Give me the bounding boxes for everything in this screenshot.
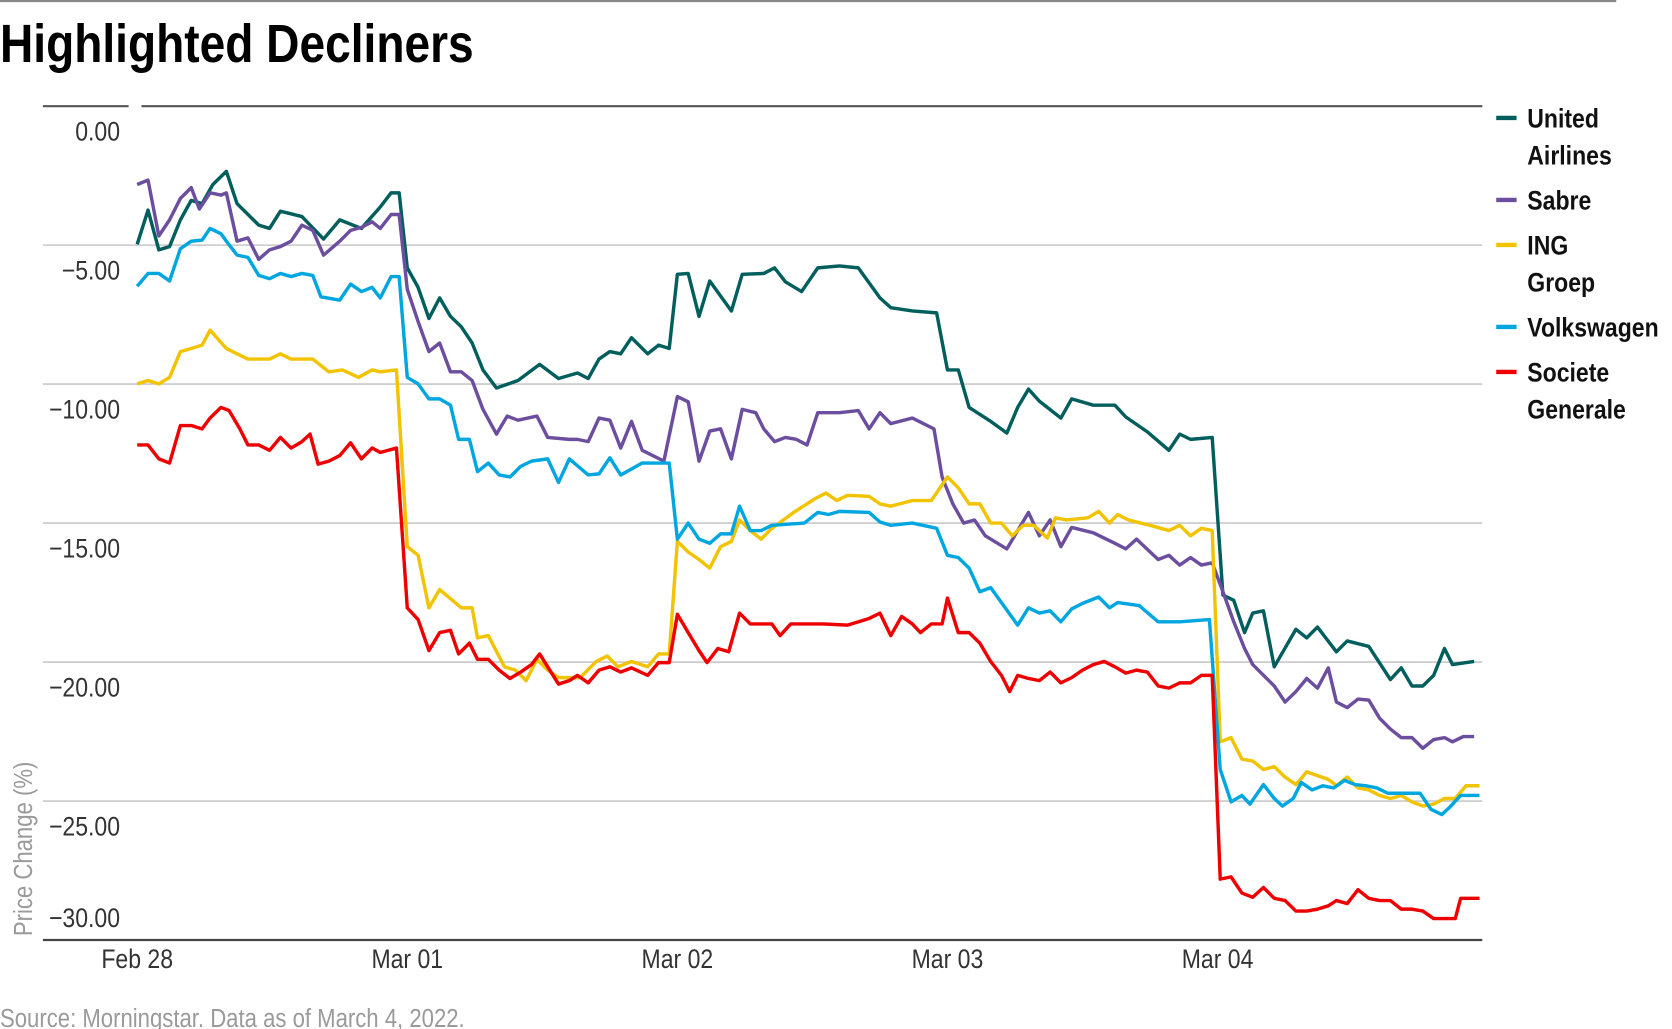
legend-label-ing-groep: Groep: [1527, 268, 1595, 298]
legend-label-united-airlines: United: [1527, 104, 1599, 134]
chart-title: Highlighted Decliners: [0, 14, 474, 74]
y-axis-label: Price Change (%): [10, 762, 39, 937]
x-tick-label: Mar 03: [912, 944, 984, 974]
y-tick-label: −10.00: [49, 395, 120, 425]
series-line-united-airlines: [135, 169, 1475, 688]
legend-label-societe-generale: Generale: [1527, 395, 1626, 425]
y-tick-label: −25.00: [49, 812, 120, 842]
gridlines: [42, 105, 1483, 942]
series-line-sabre: [136, 178, 1475, 750]
series-line-volkswagen: [135, 226, 1480, 817]
x-tick-label: Mar 02: [642, 944, 714, 974]
y-axis-ticks: 0.00 −5.00 −10.00 −15.00 −20.00 −25.00 −30.00: [49, 117, 120, 934]
x-tick-label: Mar 04: [1182, 944, 1254, 974]
y-tick-label: 0.00: [75, 117, 120, 147]
series-line-ing-groep: [136, 328, 1480, 808]
series-line-societe-generale: [137, 405, 1480, 921]
legend-label-sabre: Sabre: [1527, 186, 1591, 216]
y-tick-label: −30.00: [49, 904, 120, 934]
y-tick-label: −15.00: [49, 534, 120, 564]
y-tick-label: −20.00: [49, 673, 120, 703]
source-note: Source: Morningstar. Data as of March 4,…: [0, 1004, 465, 1029]
x-tick-label: Feb 28: [101, 944, 173, 974]
series-lines: [135, 169, 1480, 921]
x-axis-ticks: Feb 28 Mar 01 Mar 02 Mar 03 Mar 04: [101, 944, 1253, 974]
x-tick-label: Mar 01: [371, 944, 443, 974]
legend-label-societe-generale: Societe: [1527, 358, 1609, 388]
legend: United Airlines Sabre ING Groep Volkswagen Soc…: [1496, 104, 1659, 425]
legend-label-volkswagen: Volkswagen: [1527, 313, 1658, 343]
legend-label-ing-groep: ING: [1527, 231, 1568, 261]
legend-label-united-airlines: Airlines: [1527, 141, 1611, 171]
y-tick-label: −5.00: [62, 256, 120, 286]
